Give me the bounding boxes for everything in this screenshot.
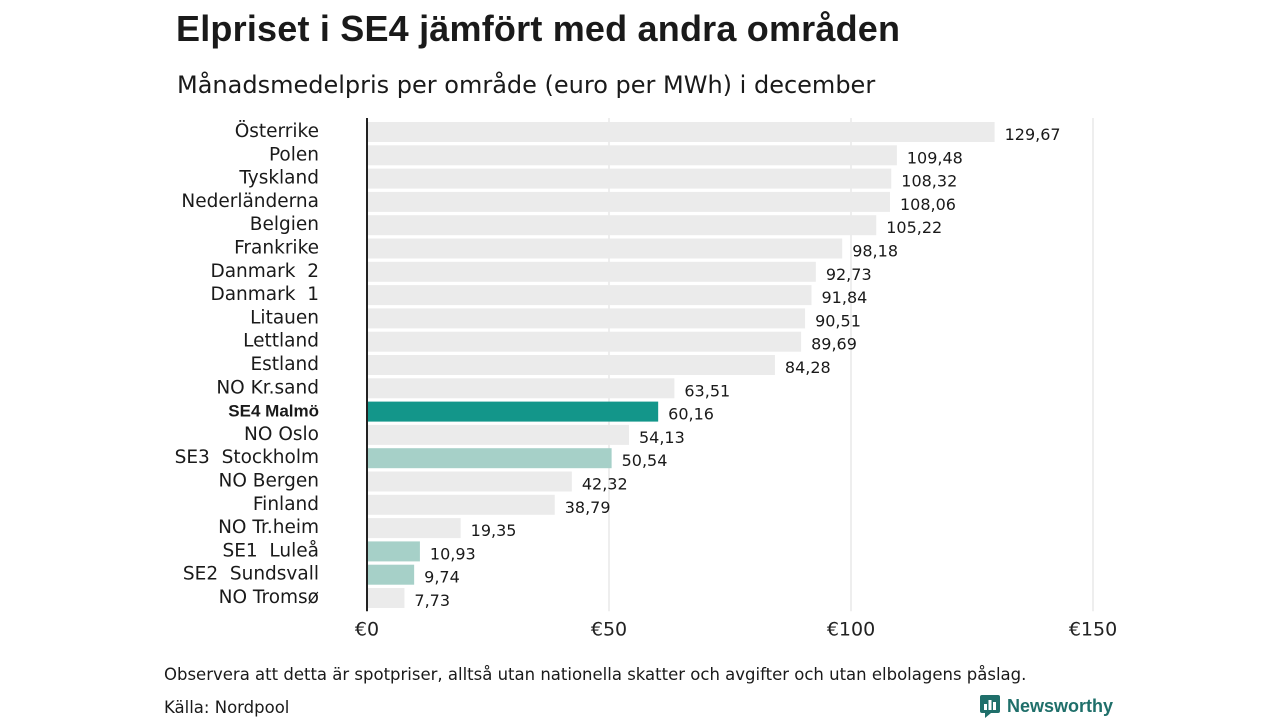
category-label: Polen bbox=[269, 144, 319, 165]
chart-title: Elpriset i SE4 jämfört med andra områden bbox=[176, 8, 901, 49]
value-label: 50,54 bbox=[622, 451, 668, 470]
value-label: 54,13 bbox=[639, 428, 685, 447]
value-label: 60,16 bbox=[668, 405, 714, 424]
bar bbox=[367, 424, 629, 445]
category-label: NO Oslo bbox=[244, 424, 319, 445]
x-tick-label: €100 bbox=[827, 618, 875, 640]
value-label: 108,32 bbox=[901, 172, 957, 191]
category-label: NO Kr.sand bbox=[216, 377, 319, 398]
bar bbox=[367, 215, 877, 236]
value-label: 109,48 bbox=[907, 148, 963, 167]
category-label: Danmark 1 bbox=[210, 284, 319, 305]
value-label: 38,79 bbox=[565, 498, 611, 517]
newsworthy-logo-icon bbox=[980, 695, 1000, 718]
x-tick-label: €0 bbox=[355, 618, 379, 640]
bar bbox=[367, 378, 675, 399]
bar bbox=[367, 588, 405, 608]
category-label: Belgien bbox=[250, 214, 319, 235]
value-label: 129,67 bbox=[1005, 125, 1061, 144]
chart-note: Observera att detta är spotpriser, allts… bbox=[164, 665, 1027, 684]
brand-logo[interactable]: Newsworthy bbox=[979, 694, 1113, 718]
category-label: NO Bergen bbox=[219, 471, 320, 492]
category-label: NO Tromsø bbox=[219, 587, 319, 608]
category-label: Frankrike bbox=[234, 238, 319, 259]
category-label: Tyskland bbox=[238, 168, 319, 189]
chart-subtitle: Månadsmedelpris per område (euro per MWh… bbox=[177, 71, 876, 99]
bar bbox=[367, 518, 461, 539]
category-label: SE4 Malmö bbox=[228, 402, 319, 421]
x-tick-label: €150 bbox=[1069, 618, 1117, 640]
category-label: NO Tr.heim bbox=[218, 517, 319, 538]
category-label: SE1 Luleå bbox=[222, 540, 319, 561]
category-label: Lettland bbox=[243, 331, 319, 352]
bar bbox=[367, 285, 812, 306]
bar bbox=[367, 191, 891, 212]
bar-chart: Österrike 129,67 Polen 109,48 Tyskland 108,32… bbox=[175, 118, 1117, 640]
bar bbox=[367, 261, 816, 282]
value-label: 91,84 bbox=[822, 288, 868, 307]
value-label: 10,93 bbox=[430, 544, 476, 563]
value-label: 19,35 bbox=[471, 521, 517, 540]
bar bbox=[367, 238, 843, 259]
bar bbox=[367, 401, 659, 422]
value-label: 7,73 bbox=[414, 591, 450, 610]
bar bbox=[367, 541, 420, 562]
bar bbox=[367, 564, 415, 585]
value-label: 89,69 bbox=[811, 335, 857, 354]
category-label: SE2 Sundsvall bbox=[183, 564, 319, 585]
bar bbox=[367, 168, 892, 189]
bar bbox=[367, 122, 995, 142]
category-label: Estland bbox=[250, 354, 319, 375]
value-label: 42,32 bbox=[582, 475, 628, 494]
value-label: 98,18 bbox=[852, 242, 898, 261]
value-label: 84,28 bbox=[785, 358, 831, 377]
category-label: Litauen bbox=[250, 307, 319, 328]
value-label: 90,51 bbox=[815, 311, 861, 330]
value-label: 92,73 bbox=[826, 265, 872, 284]
bar bbox=[367, 471, 572, 492]
category-label: Nederländerna bbox=[181, 191, 319, 212]
x-tick-label: €50 bbox=[591, 618, 627, 640]
category-label: Österrike bbox=[235, 120, 319, 142]
chart-source: Källa: Nordpool bbox=[164, 698, 290, 717]
brand-name: Newsworthy bbox=[1007, 695, 1114, 716]
bar bbox=[367, 494, 555, 515]
bar bbox=[367, 331, 802, 352]
category-label: Danmark 2 bbox=[210, 261, 319, 282]
value-label: 9,74 bbox=[424, 568, 460, 587]
category-label: SE3 Stockholm bbox=[175, 447, 319, 468]
bar bbox=[367, 448, 612, 469]
bar bbox=[367, 355, 775, 375]
category-label: Finland bbox=[253, 494, 319, 515]
bar bbox=[367, 308, 806, 329]
bar bbox=[367, 145, 897, 166]
value-label: 108,06 bbox=[900, 195, 956, 214]
value-label: 105,22 bbox=[886, 218, 942, 237]
value-label: 63,51 bbox=[684, 381, 730, 400]
